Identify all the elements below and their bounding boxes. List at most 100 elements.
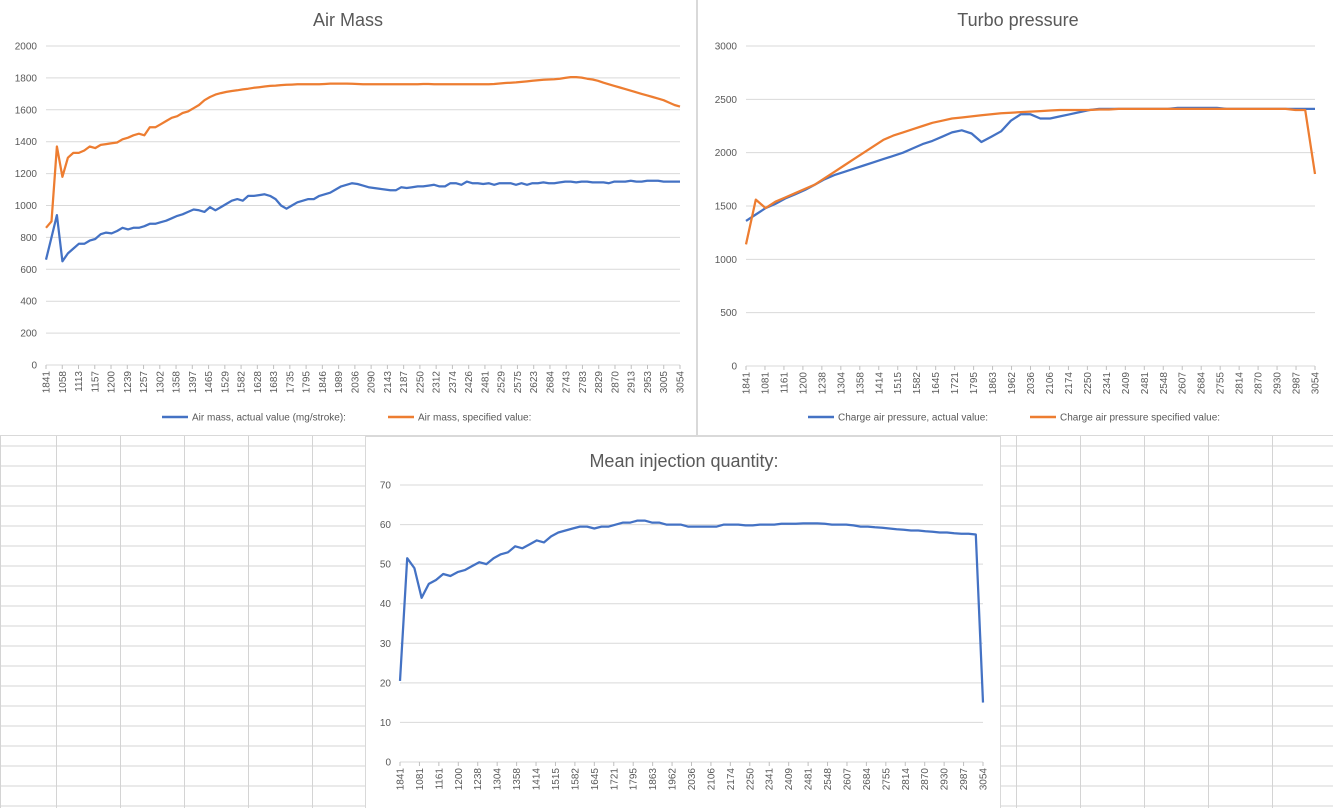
y-tick-label: 0 (731, 362, 737, 373)
turbo-pressure-series-line-1 (745, 106, 1315, 222)
x-tick-label: 2409 (784, 768, 795, 791)
y-tick-label: 1500 (715, 202, 738, 213)
x-tick-label: 1582 (912, 372, 923, 395)
x-tick-label: 2036 (687, 768, 698, 791)
x-tick-label: 2187 (399, 371, 410, 394)
air-mass-chart-svg: Air Mass 0 200 400 600 800 1000 1200 1400 1600 180… (15, 10, 687, 424)
x-tick-label: 2143 (383, 371, 394, 394)
x-tick-label: 1962 (668, 768, 679, 791)
x-tick-label: 2953 (643, 371, 654, 394)
x-tick-label: 2829 (594, 371, 605, 394)
x-tick-label: 2106 (1045, 372, 1056, 395)
x-tick-label: 1989 (334, 371, 345, 394)
mean-injection-chart-svg: Mean injection quantity: 0 10 20 30 40 50 60 70 1… (380, 451, 990, 791)
y-tick-label: 2000 (15, 42, 38, 53)
x-tick-label: 2870 (610, 371, 621, 394)
x-tick-label: 1735 (285, 371, 296, 394)
chart-title: Mean injection quantity: (589, 451, 778, 471)
y-tick-label: 500 (720, 308, 737, 319)
x-tick-label: 1304 (836, 372, 847, 395)
y-tick-label: 2500 (715, 95, 738, 106)
x-tick-label: 2548 (1159, 372, 1170, 395)
x-tick-label: 2106 (706, 768, 717, 791)
x-tick-label: 1200 (107, 371, 118, 394)
x-tick-label: 2987 (1292, 372, 1303, 395)
air-mass-series-line-1 (44, 179, 680, 263)
y-tick-label: 50 (380, 560, 392, 571)
x-tick-label: 2090 (367, 371, 378, 394)
x-tick-label: 1200 (454, 768, 465, 791)
y-tick-label: 400 (20, 297, 37, 308)
x-tick-label: 2870 (1254, 372, 1265, 395)
x-tick-label: 2870 (920, 768, 931, 791)
x-tick-label: 2548 (823, 768, 834, 791)
x-tick-label: 2743 (562, 371, 573, 394)
legend-label: Air mass, actual value (mg/stroke): (192, 413, 346, 424)
x-tick-label: 1304 (493, 768, 504, 791)
x-tick-label: 1081 (760, 372, 771, 395)
x-tick-label: 3054 (979, 768, 990, 791)
x-tick-label: 2783 (578, 371, 589, 394)
x-tick-label: 1582 (570, 768, 581, 791)
x-tick-label: 3054 (676, 371, 687, 394)
x-tick-label: 2036 (1026, 372, 1037, 395)
mean-injection-quantity-series-line-1 (398, 519, 985, 703)
x-tick-label: 1863 (648, 768, 659, 791)
y-tick-label: 600 (20, 265, 37, 276)
x-tick-label: 1863 (988, 372, 999, 395)
x-tick-label: 2684 (545, 371, 556, 394)
legend-label: Charge air pressure specified value: (1060, 413, 1220, 424)
x-tick-label: 1628 (253, 371, 264, 394)
x-tick-label: 2529 (497, 371, 508, 394)
x-tick-label: 2607 (842, 768, 853, 791)
x-tick-label: 2814 (901, 768, 912, 791)
x-tick-label: 2250 (1083, 372, 1094, 395)
y-tick-label: 0 (31, 361, 37, 372)
x-tick-label: 1846 (318, 371, 329, 394)
x-tick-label: 1257 (139, 371, 150, 394)
x-tick-label: 1239 (123, 371, 134, 394)
x-tick-label: 2930 (940, 768, 951, 791)
x-tick-label: 1200 (798, 372, 809, 395)
x-tick-label: 1645 (931, 372, 942, 395)
mean-injection-quantity-chart[interactable]: Mean injection quantity: 0 10 20 30 40 50 60 70 1… (365, 436, 1001, 808)
x-tick-label: 1962 (1007, 372, 1018, 395)
chart-title: Air Mass (313, 10, 383, 30)
y-tick-label: 30 (380, 639, 392, 650)
x-tick-label: 2755 (1216, 372, 1227, 395)
x-tick-label: 1795 (969, 372, 980, 395)
turbo-pressure-chart[interactable]: Turbo pressure 0 500 1000 1500 2000 2500 3000 18… (697, 0, 1333, 436)
x-tick-label: 1795 (302, 371, 313, 394)
x-tick-label: 2036 (350, 371, 361, 394)
air-mass-series-line-2 (45, 75, 681, 229)
legend-label: Air mass, specified value: (418, 413, 531, 424)
x-tick-label: 2409 (1121, 372, 1132, 395)
y-tick-label: 10 (380, 718, 392, 729)
x-tick-label: 1721 (950, 372, 961, 395)
x-tick-label: 1645 (590, 768, 601, 791)
x-tick-label: 1161 (779, 372, 790, 394)
y-tick-label: 200 (20, 329, 37, 340)
x-tick-label: 2684 (1197, 372, 1208, 395)
turbo-pressure-series-line-2 (744, 107, 1317, 245)
x-tick-label: 2341 (765, 768, 776, 791)
x-tick-label: 2755 (881, 768, 892, 791)
x-tick-label: 2930 (1273, 372, 1284, 395)
x-tick-label: 1841 (42, 371, 53, 394)
legend-label: Charge air pressure, actual value: (838, 413, 988, 424)
x-tick-label: 2341 (1102, 372, 1113, 395)
x-tick-label: 1795 (629, 768, 640, 791)
y-tick-label: 20 (380, 678, 392, 689)
x-tick-label: 1397 (188, 371, 199, 394)
x-tick-label: 1157 (90, 371, 101, 393)
chart-title: Turbo pressure (957, 10, 1078, 30)
x-tick-label: 2174 (1064, 372, 1075, 395)
x-tick-label: 1414 (874, 372, 885, 395)
y-tick-label: 1200 (15, 169, 38, 180)
x-tick-label: 2684 (862, 768, 873, 791)
x-tick-label: 1721 (609, 768, 620, 791)
air-mass-chart[interactable]: Air Mass 0 200 400 600 800 1000 1200 1400 1600 180… (0, 0, 697, 436)
y-tick-label: 1000 (15, 201, 38, 212)
x-tick-label: 1058 (58, 371, 69, 394)
x-tick-label: 2250 (745, 768, 756, 791)
